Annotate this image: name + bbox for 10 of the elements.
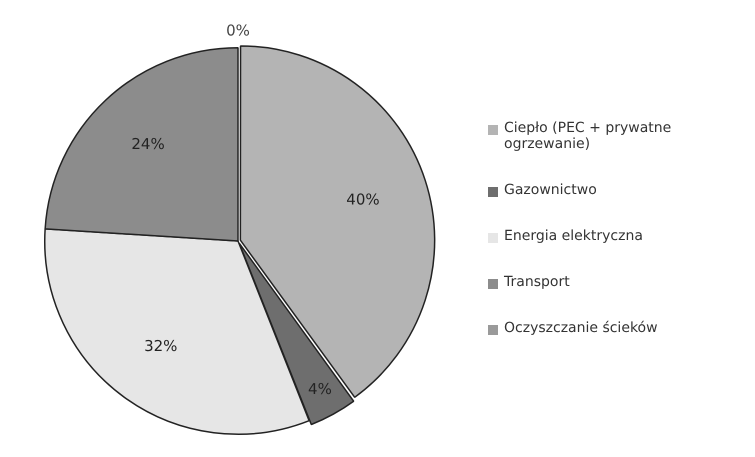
data-label: 24%	[131, 135, 165, 154]
data-label: 4%	[308, 380, 332, 398]
data-label: 40%	[346, 190, 380, 208]
data-label: 32%	[144, 337, 178, 356]
legend-label: Ciepło (PEC + prywatne ogrzewanie)	[504, 120, 672, 152]
text: 0%	[226, 22, 250, 40]
legend-label: Oczyszczanie ścieków	[504, 320, 658, 336]
legend-label: Energia elektryczna	[504, 228, 643, 244]
legend-label: Gazownictwo	[504, 182, 597, 198]
legend-label: Transport	[504, 274, 570, 290]
